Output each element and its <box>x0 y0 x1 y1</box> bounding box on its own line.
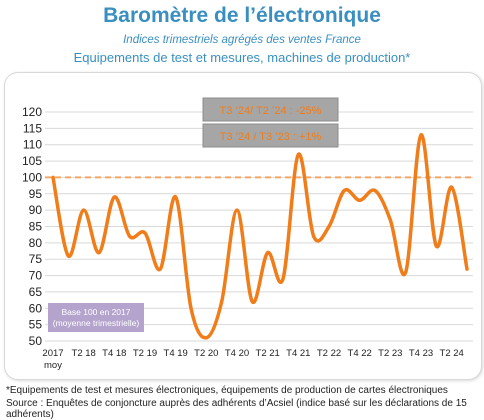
x-tick-label: T4 20 <box>225 348 249 359</box>
chart-title: Baromètre de l’électronique <box>103 4 381 27</box>
y-tick-label: 65 <box>29 285 43 299</box>
x-tick-sub-label: moy <box>44 360 62 371</box>
y-tick-label: 110 <box>23 138 42 152</box>
y-tick-label: 90 <box>29 203 43 217</box>
data-point <box>82 208 86 212</box>
data-point <box>281 277 285 281</box>
y-tick-label: 115 <box>23 121 42 135</box>
x-tick-label: 2017 <box>42 348 63 359</box>
y-axis-tick-labels: 50 55 60 65 70 75 80 85 90 95 100 105 110 115 120 <box>22 105 42 348</box>
data-point <box>465 267 469 271</box>
y-tick-label: 105 <box>22 154 42 168</box>
data-point <box>358 198 362 202</box>
data-point <box>235 208 239 212</box>
footnote-2: Source : Enquêtes de conjoncture auprès … <box>6 398 467 420</box>
data-point <box>128 234 132 238</box>
data-point <box>327 224 331 229</box>
y-tick-label: 50 <box>29 334 43 348</box>
footnote-1: *Equipements de test et mesures électron… <box>6 385 448 396</box>
y-tick-label: 60 <box>29 301 43 315</box>
x-axis-tick-labels: 2017 T2 18 T4 18 T2 19 T4 19 T2 20 T4 20 T2 21 T… <box>42 348 463 359</box>
x-tick-label: T4 23 <box>409 348 433 359</box>
data-point <box>250 300 254 304</box>
data-point <box>450 185 454 189</box>
y-tick-label: 85 <box>29 220 43 234</box>
x-tick-label: T2 18 <box>72 348 96 359</box>
data-point <box>112 195 116 199</box>
x-tick-label: T4 19 <box>164 348 188 359</box>
data-point <box>373 188 377 193</box>
base-box: Base 100 en 2017 (moyenne trimestrielle) <box>48 303 144 332</box>
chart-subtitle-secondary: Equipements de test et mesures, machines… <box>73 50 411 65</box>
data-point <box>204 336 208 340</box>
data-point <box>174 195 178 199</box>
annotation-box-2: T3 ’24 / T3 ’23 : +1% <box>202 123 339 148</box>
y-tick-label: 95 <box>29 187 43 201</box>
data-point <box>296 152 300 157</box>
y-tick-label: 75 <box>29 252 43 266</box>
data-point <box>66 254 70 258</box>
data-point <box>51 175 55 180</box>
data-point <box>419 133 423 137</box>
y-tick-label: 100 <box>22 170 42 184</box>
x-tick-label: T2 22 <box>317 348 341 359</box>
y-tick-label: 120 <box>22 105 42 119</box>
data-point <box>434 244 438 248</box>
x-tick-label: T2 20 <box>194 348 218 359</box>
y-tick-label: 55 <box>29 318 43 332</box>
y-tick-label: 70 <box>29 269 43 283</box>
chart-subtitle: Indices trimestriels agrégés des ventes … <box>123 34 361 46</box>
x-tick-label: T4 22 <box>348 348 372 359</box>
x-tick-label: T4 18 <box>102 348 126 359</box>
x-tick-label: T4 21 <box>286 348 310 359</box>
data-point <box>158 267 162 271</box>
data-point <box>312 234 316 238</box>
x-tick-label: T2 21 <box>256 348 280 359</box>
data-point <box>189 306 193 310</box>
annotation-text-1: T3 ’24/ T2 ’24 : -25% <box>220 105 322 117</box>
base-text-line2: (moyenne trimestrielle) <box>53 318 140 328</box>
y-tick-label: 80 <box>29 236 43 250</box>
base-text-line1: Base 100 en 2017 <box>61 307 130 317</box>
data-point <box>97 251 101 255</box>
data-point <box>143 231 147 235</box>
x-tick-label: T2 19 <box>133 348 157 359</box>
data-point <box>388 218 392 222</box>
data-point <box>220 300 224 304</box>
data-point <box>404 270 408 274</box>
x-tick-label: T2 24 <box>440 348 464 359</box>
x-tick-label: T2 23 <box>378 348 402 359</box>
data-point <box>342 188 346 193</box>
annotation-text-2: T3 ’24 / T3 ’23 : +1% <box>220 131 322 143</box>
annotation-box-1: T3 ’24/ T2 ’24 : -25% <box>202 97 339 122</box>
data-point <box>266 251 270 255</box>
